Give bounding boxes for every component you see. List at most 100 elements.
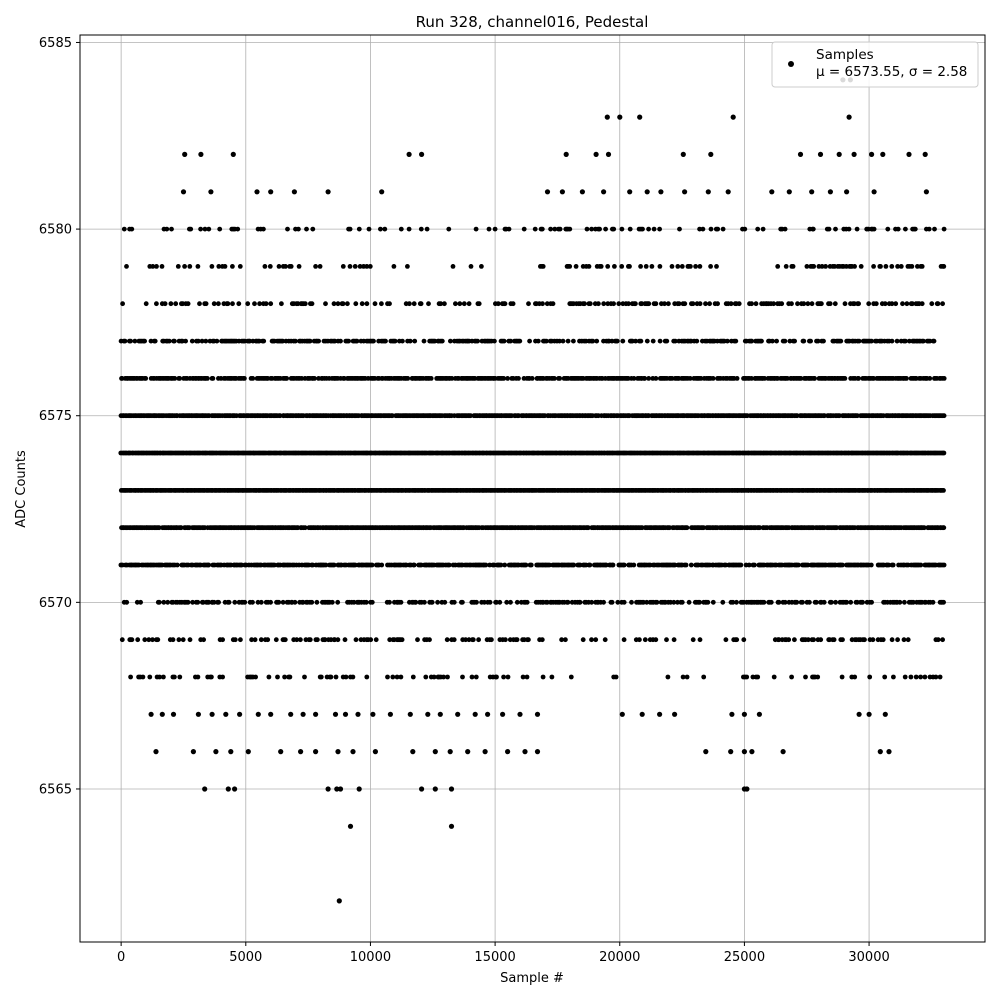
data-point xyxy=(839,674,845,680)
data-point xyxy=(619,264,625,269)
data-point xyxy=(501,674,506,680)
data-point xyxy=(762,376,767,381)
data-point-outlier xyxy=(680,151,686,157)
data-point-outlier xyxy=(809,189,815,195)
data-point xyxy=(814,599,819,605)
data-point xyxy=(466,301,472,307)
data-point xyxy=(651,226,657,232)
data-point xyxy=(807,599,812,605)
data-point xyxy=(901,637,907,643)
data-point-outlier xyxy=(337,786,344,792)
data-point xyxy=(796,562,801,568)
data-point xyxy=(904,376,909,381)
data-point xyxy=(473,674,479,680)
data-point xyxy=(580,637,586,643)
data-point-outlier xyxy=(332,711,339,717)
data-point-outlier xyxy=(906,151,912,157)
data-point xyxy=(649,264,655,269)
data-point xyxy=(442,301,447,307)
data-point-outlier xyxy=(425,711,431,717)
data-point xyxy=(783,264,789,269)
data-point xyxy=(492,338,497,344)
data-point xyxy=(497,599,503,605)
x-axis-title: Sample # xyxy=(500,971,564,986)
data-point xyxy=(803,674,808,680)
data-point xyxy=(568,674,574,680)
data-point xyxy=(335,637,341,643)
data-point xyxy=(697,264,703,269)
data-point xyxy=(919,264,925,269)
data-point xyxy=(688,264,693,269)
data-point-outlier xyxy=(563,151,569,157)
data-point xyxy=(486,226,492,232)
x-tick-label: 0 xyxy=(117,950,125,965)
data-point xyxy=(310,562,316,568)
data-point xyxy=(789,674,794,680)
data-point xyxy=(470,637,476,643)
data-point xyxy=(715,226,721,232)
data-point xyxy=(346,338,351,344)
data-point xyxy=(621,562,627,568)
data-point xyxy=(371,338,376,344)
data-point xyxy=(798,376,804,381)
data-point xyxy=(893,301,899,307)
data-point xyxy=(242,599,248,605)
data-point xyxy=(253,674,258,680)
data-point xyxy=(175,264,181,269)
data-point xyxy=(323,301,328,307)
data-point xyxy=(168,301,174,307)
data-point-outlier xyxy=(544,189,551,195)
data-point xyxy=(276,264,282,269)
data-point-outlier xyxy=(379,189,385,195)
data-point xyxy=(550,301,556,307)
data-point xyxy=(642,376,648,381)
x-tick-label: 5000 xyxy=(229,950,262,965)
data-point xyxy=(584,226,590,232)
data-point-outlier xyxy=(342,711,349,717)
data-point xyxy=(941,450,947,456)
legend-stats-label: μ = 6573.55, σ = 2.58 xyxy=(816,64,967,80)
data-point xyxy=(590,338,596,344)
data-point xyxy=(941,413,947,419)
data-point xyxy=(347,226,353,232)
data-point xyxy=(217,226,223,232)
data-point-outlier xyxy=(851,151,857,157)
data-point xyxy=(328,674,334,680)
data-point xyxy=(941,376,947,381)
data-point xyxy=(216,301,221,307)
data-point xyxy=(457,301,463,307)
data-point xyxy=(474,599,479,605)
data-point xyxy=(162,301,168,307)
data-point xyxy=(708,226,714,232)
data-point-outlier xyxy=(410,749,416,755)
data-point xyxy=(483,562,489,568)
data-point xyxy=(523,562,529,568)
data-point xyxy=(771,301,776,307)
data-point xyxy=(129,226,135,232)
data-point xyxy=(686,599,692,605)
data-point xyxy=(444,637,450,643)
data-point xyxy=(749,376,754,381)
data-point xyxy=(180,637,186,643)
data-point xyxy=(631,376,637,381)
data-point xyxy=(505,674,511,680)
data-point xyxy=(937,674,943,680)
data-point xyxy=(199,338,205,344)
data-point xyxy=(749,301,754,307)
data-point xyxy=(279,301,284,307)
data-point xyxy=(195,599,201,605)
data-point-outlier xyxy=(198,151,204,157)
data-point xyxy=(282,637,288,643)
data-point xyxy=(195,674,201,680)
data-point xyxy=(921,525,927,531)
data-point xyxy=(910,301,915,307)
data-point xyxy=(832,264,837,269)
data-point xyxy=(407,301,412,307)
data-point xyxy=(385,674,390,680)
data-point xyxy=(819,264,825,269)
data-point xyxy=(782,226,788,232)
data-point xyxy=(272,562,277,568)
data-point xyxy=(921,338,926,344)
data-point xyxy=(421,338,427,344)
data-point xyxy=(548,226,553,232)
